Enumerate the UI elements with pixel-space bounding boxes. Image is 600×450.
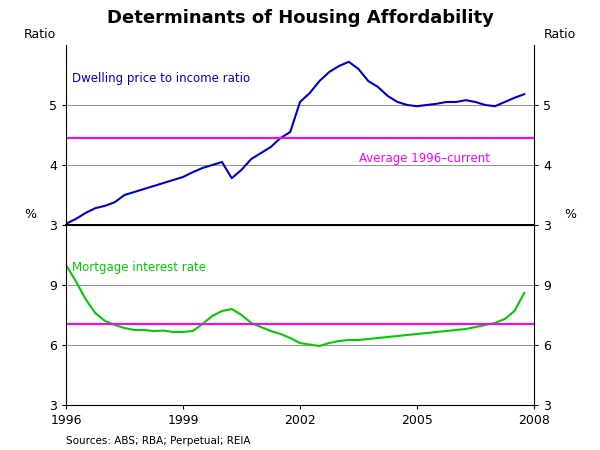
Text: Ratio: Ratio <box>544 28 576 41</box>
Text: Dwelling price to income ratio: Dwelling price to income ratio <box>72 72 250 85</box>
Text: %: % <box>564 208 576 221</box>
Text: Determinants of Housing Affordability: Determinants of Housing Affordability <box>107 9 493 27</box>
Text: Ratio: Ratio <box>24 28 56 41</box>
Text: Average 1996–current: Average 1996–current <box>359 152 490 165</box>
Text: Mortgage interest rate: Mortgage interest rate <box>72 261 206 274</box>
Text: Sources: ABS; RBA; Perpetual; REIA: Sources: ABS; RBA; Perpetual; REIA <box>66 436 251 446</box>
Text: %: % <box>24 208 36 221</box>
